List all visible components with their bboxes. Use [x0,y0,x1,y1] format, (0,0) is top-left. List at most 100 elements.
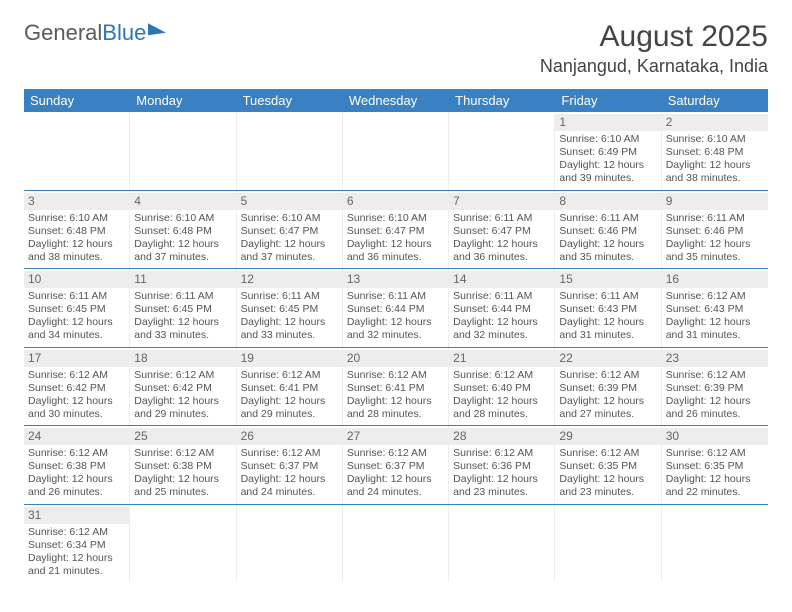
sunset-text: Sunset: 6:36 PM [453,460,550,473]
day1-text: Daylight: 12 hours [241,316,338,329]
calendar-day: 14Sunrise: 6:11 AMSunset: 6:44 PMDayligh… [449,269,555,347]
day-number: 11 [130,271,235,288]
day-number: 4 [130,193,235,210]
calendar-day: 4Sunrise: 6:10 AMSunset: 6:48 PMDaylight… [130,191,236,269]
sunset-text: Sunset: 6:35 PM [666,460,764,473]
sunrise-text: Sunrise: 6:12 AM [559,369,656,382]
sunrise-text: Sunrise: 6:12 AM [453,369,550,382]
day1-text: Daylight: 12 hours [666,316,764,329]
day1-text: Daylight: 12 hours [347,395,444,408]
sunset-text: Sunset: 6:37 PM [347,460,444,473]
day2-text: and 32 minutes. [453,329,550,342]
calendar: SundayMondayTuesdayWednesdayThursdayFrid… [24,89,768,582]
day-number: 27 [343,428,448,445]
weekday-label: Friday [555,89,661,112]
sunset-text: Sunset: 6:38 PM [28,460,125,473]
sunset-text: Sunset: 6:40 PM [453,382,550,395]
day1-text: Daylight: 12 hours [347,316,444,329]
sunset-text: Sunset: 6:43 PM [559,303,656,316]
day2-text: and 24 minutes. [347,486,444,499]
calendar-day-empty [237,505,343,583]
calendar-day-empty [343,112,449,190]
day-number: 19 [237,350,342,367]
sunrise-text: Sunrise: 6:11 AM [559,290,656,303]
day-number: 26 [237,428,342,445]
day1-text: Daylight: 12 hours [453,238,550,251]
sunrise-text: Sunrise: 6:11 AM [666,212,764,225]
day1-text: Daylight: 12 hours [666,238,764,251]
calendar-day: 23Sunrise: 6:12 AMSunset: 6:39 PMDayligh… [662,348,768,426]
day2-text: and 36 minutes. [347,251,444,264]
page-header: GeneralBlue August 2025 Nanjangud, Karna… [24,20,768,77]
weekday-label: Saturday [662,89,768,112]
day1-text: Daylight: 12 hours [347,238,444,251]
logo: GeneralBlue [24,20,166,46]
sunrise-text: Sunrise: 6:12 AM [28,447,125,460]
day2-text: and 38 minutes. [28,251,125,264]
calendar-day: 15Sunrise: 6:11 AMSunset: 6:43 PMDayligh… [555,269,661,347]
day2-text: and 33 minutes. [134,329,231,342]
location-subtitle: Nanjangud, Karnataka, India [540,56,768,77]
sunset-text: Sunset: 6:48 PM [134,225,231,238]
sunset-text: Sunset: 6:44 PM [453,303,550,316]
sunrise-text: Sunrise: 6:11 AM [347,290,444,303]
day2-text: and 21 minutes. [28,565,125,578]
calendar-day-empty [662,505,768,583]
day2-text: and 24 minutes. [241,486,338,499]
day-number: 13 [343,271,448,288]
day-number: 28 [449,428,554,445]
calendar-day: 25Sunrise: 6:12 AMSunset: 6:38 PMDayligh… [130,426,236,504]
calendar-day: 12Sunrise: 6:11 AMSunset: 6:45 PMDayligh… [237,269,343,347]
sunrise-text: Sunrise: 6:12 AM [347,369,444,382]
sunrise-text: Sunrise: 6:12 AM [453,447,550,460]
day-number: 8 [555,193,660,210]
day2-text: and 31 minutes. [666,329,764,342]
sunset-text: Sunset: 6:46 PM [666,225,764,238]
sunrise-text: Sunrise: 6:12 AM [134,369,231,382]
day-number: 16 [662,271,768,288]
calendar-day: 21Sunrise: 6:12 AMSunset: 6:40 PMDayligh… [449,348,555,426]
sunset-text: Sunset: 6:38 PM [134,460,231,473]
sunrise-text: Sunrise: 6:11 AM [241,290,338,303]
day1-text: Daylight: 12 hours [666,159,764,172]
title-block: August 2025 Nanjangud, Karnataka, India [540,20,768,77]
calendar-day-empty [555,505,661,583]
sunrise-text: Sunrise: 6:10 AM [347,212,444,225]
day2-text: and 26 minutes. [666,408,764,421]
calendar-day: 17Sunrise: 6:12 AMSunset: 6:42 PMDayligh… [24,348,130,426]
calendar-day: 1Sunrise: 6:10 AMSunset: 6:49 PMDaylight… [555,112,661,190]
calendar-week: 24Sunrise: 6:12 AMSunset: 6:38 PMDayligh… [24,426,768,505]
day2-text: and 22 minutes. [666,486,764,499]
sunset-text: Sunset: 6:47 PM [347,225,444,238]
sunrise-text: Sunrise: 6:12 AM [666,369,764,382]
calendar-day: 13Sunrise: 6:11 AMSunset: 6:44 PMDayligh… [343,269,449,347]
day-number: 21 [449,350,554,367]
day-number: 22 [555,350,660,367]
day2-text: and 37 minutes. [241,251,338,264]
calendar-day: 20Sunrise: 6:12 AMSunset: 6:41 PMDayligh… [343,348,449,426]
day1-text: Daylight: 12 hours [453,316,550,329]
day2-text: and 35 minutes. [559,251,656,264]
day-number: 31 [24,507,129,524]
day-number: 14 [449,271,554,288]
sunset-text: Sunset: 6:41 PM [241,382,338,395]
day1-text: Daylight: 12 hours [666,395,764,408]
day-number: 30 [662,428,768,445]
calendar-day-empty [449,505,555,583]
day-number: 25 [130,428,235,445]
day1-text: Daylight: 12 hours [134,395,231,408]
day1-text: Daylight: 12 hours [28,552,125,565]
day-number: 1 [555,114,660,131]
day2-text: and 34 minutes. [28,329,125,342]
day2-text: and 23 minutes. [453,486,550,499]
sunrise-text: Sunrise: 6:12 AM [241,369,338,382]
day-number: 17 [24,350,129,367]
day2-text: and 26 minutes. [28,486,125,499]
logo-text-1: General [24,20,102,46]
sunset-text: Sunset: 6:42 PM [134,382,231,395]
day2-text: and 31 minutes. [559,329,656,342]
sunrise-text: Sunrise: 6:12 AM [28,526,125,539]
weekday-label: Monday [130,89,236,112]
weekday-label: Wednesday [343,89,449,112]
calendar-day-empty [237,112,343,190]
